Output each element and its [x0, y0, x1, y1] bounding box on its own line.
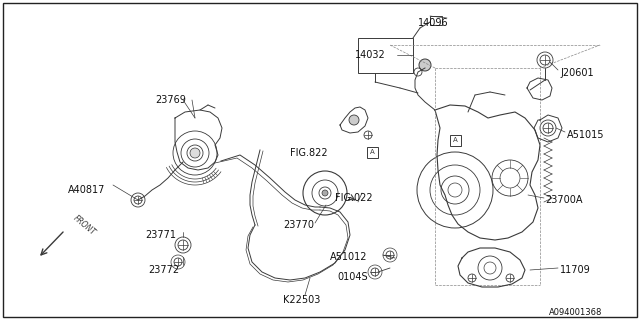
Text: 23772: 23772 [148, 265, 179, 275]
Text: 11709: 11709 [560, 265, 591, 275]
Text: K22503: K22503 [283, 295, 321, 305]
Circle shape [349, 115, 359, 125]
Text: A51012: A51012 [330, 252, 367, 262]
FancyBboxPatch shape [449, 134, 461, 146]
Text: J20601: J20601 [560, 68, 594, 78]
Text: 23771: 23771 [145, 230, 176, 240]
FancyBboxPatch shape [367, 147, 378, 157]
Text: 0104S: 0104S [337, 272, 367, 282]
Text: A: A [370, 149, 374, 155]
Text: 23769: 23769 [155, 95, 186, 105]
Text: 14032: 14032 [355, 50, 386, 60]
Text: A51015: A51015 [567, 130, 605, 140]
Text: FIG.022: FIG.022 [335, 193, 372, 203]
Circle shape [322, 190, 328, 196]
Circle shape [190, 148, 200, 158]
Text: A: A [452, 137, 458, 143]
Text: FRONT: FRONT [72, 213, 98, 237]
Text: A40817: A40817 [68, 185, 106, 195]
Text: 14096: 14096 [418, 18, 449, 28]
Text: 23770: 23770 [283, 220, 314, 230]
Text: FIG.822: FIG.822 [290, 148, 328, 158]
Text: 23700A: 23700A [545, 195, 582, 205]
Circle shape [419, 59, 431, 71]
Text: A094001368: A094001368 [549, 308, 602, 317]
